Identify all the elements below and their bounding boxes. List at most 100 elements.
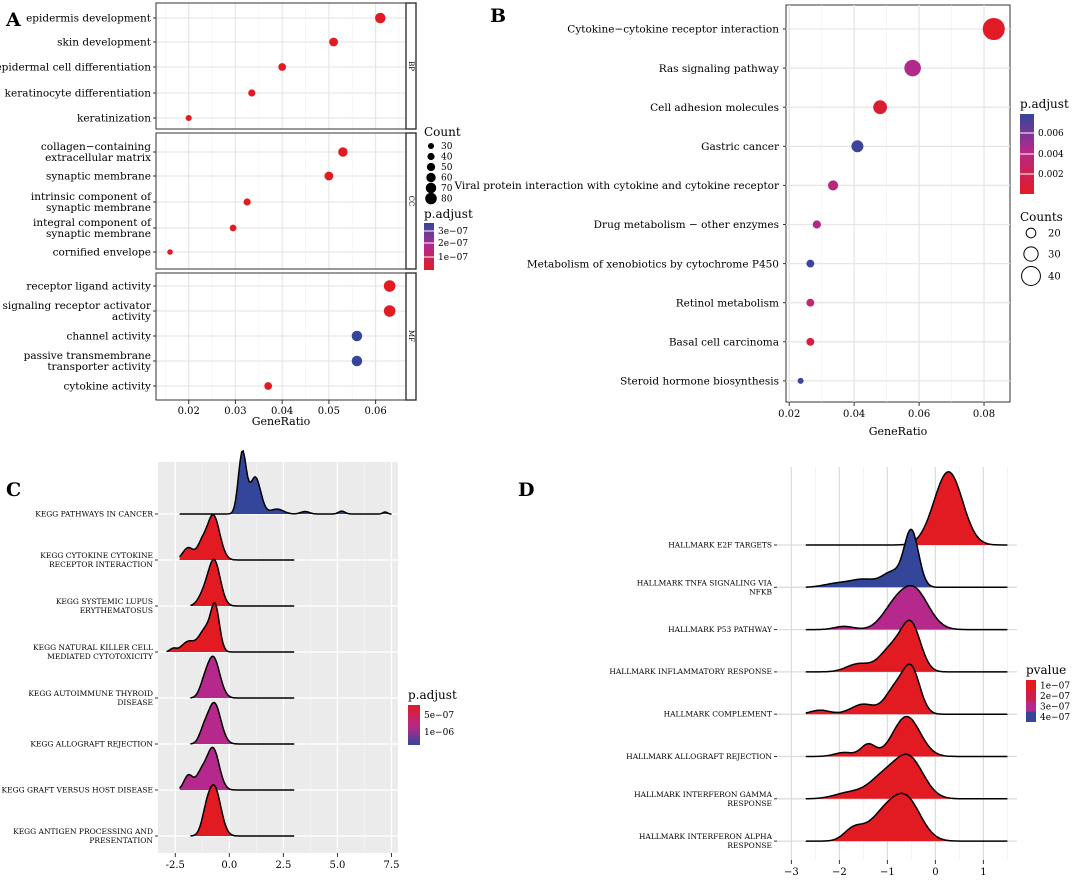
row-label-line: ERYTHEMATOSUS	[80, 606, 153, 615]
panel-a-points	[167, 12, 396, 390]
x-tick-label: 0.05	[318, 406, 340, 417]
dot	[828, 180, 839, 191]
row-label-line: RESPONSE	[727, 841, 772, 850]
term-label: epidermal cell differentiation	[0, 62, 151, 74]
term-label: Steroid hormone biosynthesis	[620, 376, 779, 388]
term-label: intrinsic component of synaptic membrane	[31, 191, 152, 214]
facet-bp-label: BP	[407, 61, 415, 71]
facet-mf-label: MF	[407, 330, 415, 342]
panel-d: HALLMARK E2F TARGETS HALLMARK TNFA SIGNAL…	[609, 467, 1070, 878]
term-label: signaling receptor activator activity	[3, 300, 152, 323]
term-label-line: collagen−containing	[41, 141, 151, 153]
x-tick-label: 5.0	[330, 860, 346, 871]
ridge-fill	[805, 716, 1008, 757]
term-label: cytokine activity	[63, 381, 151, 393]
panel-b-color-legend-title: p.adjust	[1020, 97, 1069, 111]
term-label: Retinol metabolism	[676, 297, 779, 309]
x-tick-label: 0.06	[364, 406, 386, 417]
ridge-fill	[179, 514, 295, 560]
size-legend-label: 50	[441, 163, 453, 173]
dot	[264, 382, 273, 390]
size-legend-dot	[425, 182, 437, 194]
term-label-line: passive transmembrane	[24, 350, 151, 362]
dot	[806, 298, 815, 307]
row-label-line: PRESENTATION	[89, 836, 153, 845]
term-label-line: integral component of	[33, 217, 152, 229]
term-label: Cell adhesion molecules	[650, 102, 779, 114]
facet-cc-label: CC	[407, 196, 415, 207]
legend-swatch	[1026, 690, 1036, 701]
ridge-fill	[805, 620, 1008, 672]
ridge-outline	[805, 715, 1008, 758]
dot	[324, 171, 334, 181]
row-label-line: KEGG NATURAL KILLER CELL	[33, 643, 153, 652]
ridge-outline	[179, 449, 392, 515]
panel-c: KEGG PATHWAYS IN CANCER KEGG CYTOKINE CYT…	[2, 449, 457, 871]
ridge-fill	[190, 559, 295, 606]
dot	[383, 280, 396, 292]
legend-label: 4e−07	[1040, 713, 1070, 723]
row-label: HALLMARK INFLAMMATORY RESPONSE	[609, 667, 772, 676]
row-label-line: KEGG CYTOKINE CYTOKINE	[40, 551, 153, 560]
row-label: HALLMARK P53 PATHWAY	[668, 625, 773, 634]
x-tick-label: −1	[880, 867, 895, 878]
row-label: KEGG NATURAL KILLER CELL MEDIATED CYTOTOX…	[33, 643, 154, 661]
row-label-line: HALLMARK INTERFERON GAMMA	[634, 790, 772, 799]
ridge-outline	[190, 655, 295, 699]
ridge-outline	[805, 584, 1008, 631]
row-label: HALLMARK COMPLEMENT	[664, 709, 772, 718]
dot	[338, 147, 348, 157]
colorbar-label: 1e−06	[424, 728, 454, 738]
dot	[797, 377, 804, 384]
row-label: KEGG AUTOIMMUNE THYROID DISEASE	[28, 689, 153, 707]
size-legend-dot	[426, 172, 436, 183]
row-label-line: RESPONSE	[727, 799, 772, 808]
dot	[851, 140, 864, 153]
colorbar-label: 3e−07	[438, 227, 468, 237]
dot	[185, 114, 192, 122]
dot	[329, 37, 338, 47]
panel-a-size-legend-title: Count	[424, 125, 461, 139]
panel-b-x-title: GeneRatio	[869, 425, 928, 438]
panel-letter-d: D	[518, 479, 534, 501]
row-label: HALLMARK E2F TARGETS	[668, 540, 772, 549]
dot	[351, 330, 363, 342]
ridge-fill	[805, 754, 1008, 799]
row-label-line: KEGG ANTIGEN PROCESSING AND	[13, 827, 153, 836]
size-legend-circle	[1025, 227, 1037, 239]
panel-a-x-title: GeneRatio	[252, 415, 311, 428]
term-label: Metabolism of xenobiotics by cytochrome …	[527, 258, 779, 270]
row-label: KEGG ALLOGRAFT REJECTION	[30, 739, 153, 748]
legend-label: 1e−07	[1040, 682, 1070, 692]
size-legend-dot	[427, 152, 435, 161]
row-label-line: HALLMARK TNFA SIGNALING VIA	[637, 578, 773, 587]
x-tick-label: 7.5	[384, 860, 400, 871]
row-label: KEGG ANTIGEN PROCESSING AND PRESENTATION	[13, 827, 153, 845]
ridge-fill	[805, 471, 1008, 545]
row-label: KEGG CYTOKINE CYTOKINE RECEPTOR INTERACTI…	[40, 551, 153, 569]
term-label: passive transmembrane transporter activit…	[24, 350, 151, 373]
panel-b-points	[797, 17, 1005, 384]
ridge-fill	[805, 793, 1008, 842]
dot	[812, 220, 821, 229]
size-legend-circle	[1021, 266, 1041, 286]
row-label-line: KEGG SYSTEMIC LUPUS	[56, 597, 153, 606]
dot	[806, 337, 815, 346]
term-label: receptor ligand activity	[26, 281, 151, 293]
panel-b-grid	[786, 5, 1010, 402]
row-label: KEGG PATHWAYS IN CANCER	[35, 509, 153, 518]
term-label: epidermis development	[26, 13, 152, 25]
panel-b-term-labels: Cytokine−cytokine receptor interaction Ra…	[453, 24, 786, 388]
panel-d-ridges	[805, 471, 1008, 842]
legend-swatch	[1026, 701, 1036, 712]
ridge-outline	[805, 663, 1008, 715]
dot	[243, 198, 251, 206]
term-label-line: synaptic membrane	[46, 228, 151, 240]
x-tick-label: 0.02	[778, 409, 800, 420]
size-legend-dot	[427, 142, 435, 150]
term-label: integral component of synaptic membrane	[33, 217, 152, 240]
colorbar-label: 0.002	[1038, 170, 1064, 180]
panel-letter-b: B	[490, 5, 506, 27]
size-legend-dot	[426, 162, 436, 172]
